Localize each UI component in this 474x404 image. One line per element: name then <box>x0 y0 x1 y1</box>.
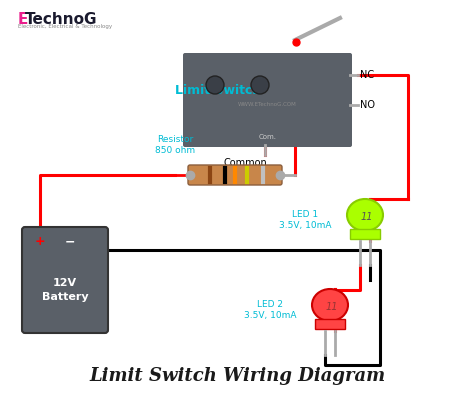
Text: 11: 11 <box>326 302 338 312</box>
Ellipse shape <box>251 76 269 94</box>
Text: NO: NO <box>360 100 375 110</box>
Text: LED 2
3.5V, 10mA: LED 2 3.5V, 10mA <box>244 300 296 320</box>
FancyBboxPatch shape <box>183 53 352 147</box>
Text: E: E <box>18 12 28 27</box>
Text: Com.: Com. <box>258 134 276 140</box>
Text: Limit Switch Wiring Diagram: Limit Switch Wiring Diagram <box>89 367 385 385</box>
Text: TechnoG: TechnoG <box>25 12 98 27</box>
Text: Limit Switch: Limit Switch <box>175 84 261 97</box>
Text: WWW.ETechnoG.COM: WWW.ETechnoG.COM <box>238 103 297 107</box>
Ellipse shape <box>312 289 348 321</box>
Text: NC: NC <box>360 70 374 80</box>
Ellipse shape <box>206 76 224 94</box>
Text: Electronic, Electrical & Technology: Electronic, Electrical & Technology <box>18 24 112 29</box>
Text: +: + <box>35 235 46 248</box>
Text: 11: 11 <box>361 212 373 222</box>
Ellipse shape <box>347 199 383 231</box>
Text: 12V
Battery: 12V Battery <box>42 278 88 302</box>
FancyBboxPatch shape <box>188 165 282 185</box>
FancyBboxPatch shape <box>315 319 345 329</box>
Text: LED 1
3.5V, 10mA: LED 1 3.5V, 10mA <box>279 210 331 230</box>
Text: Resistor
850 ohm: Resistor 850 ohm <box>155 135 195 156</box>
FancyBboxPatch shape <box>350 229 380 239</box>
Text: Common: Common <box>223 158 267 168</box>
Text: −: − <box>65 235 75 248</box>
FancyBboxPatch shape <box>22 227 108 333</box>
